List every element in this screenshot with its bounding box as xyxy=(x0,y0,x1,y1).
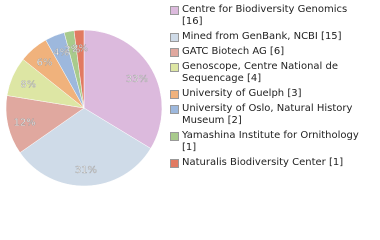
legend-item: Yamashina Institute for Ornithology [1] xyxy=(168,130,368,154)
legend-swatch xyxy=(170,48,179,57)
legend-item: Mined from GenBank, NCBI [15] xyxy=(168,31,368,43)
legend-swatch xyxy=(170,132,179,141)
legend-swatch xyxy=(170,33,179,42)
slice-label: 8% xyxy=(20,79,36,90)
slice-label: 2% xyxy=(72,43,88,54)
legend-label: Yamashina Institute for Ornithology [1] xyxy=(182,130,359,153)
pie-slice xyxy=(83,29,163,149)
pie-slice xyxy=(19,107,152,187)
legend-item: Centre for Biodiversity Genomics [16] xyxy=(168,4,368,28)
slice-label: 31% xyxy=(75,165,97,176)
slice-label: 6% xyxy=(37,58,53,69)
slice-label: 12% xyxy=(14,118,36,129)
legend-label: University of Oslo, Natural History Muse… xyxy=(182,103,353,126)
legend-item: University of Guelph [3] xyxy=(168,88,368,100)
legend-item: University of Oslo, Natural History Muse… xyxy=(168,103,368,127)
legend-item: GATC Biotech AG [6] xyxy=(168,46,368,58)
legend-item: Genoscope, Centre National de Sequencage… xyxy=(168,61,368,85)
legend-label: GATC Biotech AG [6] xyxy=(182,46,285,57)
slice-label: 33% xyxy=(126,74,148,85)
slice-label: 2% xyxy=(64,44,80,55)
legend-swatch xyxy=(170,63,179,72)
legend-swatch xyxy=(170,6,179,15)
legend-swatch xyxy=(170,90,179,99)
pie: 33% 31% 12% 8%6%4%2%2% xyxy=(5,29,163,187)
pie-slice xyxy=(5,95,85,153)
legend-swatch xyxy=(170,159,179,168)
legend-label: University of Guelph [3] xyxy=(182,88,302,99)
slice-label: 4% xyxy=(53,48,69,59)
legend-swatch xyxy=(170,105,179,114)
legend-label: Naturalis Biodiversity Center [1] xyxy=(182,157,344,168)
legend: Centre for Biodiversity Genomics [16] Min… xyxy=(168,4,368,172)
pie-slice xyxy=(73,29,85,109)
legend-item: Naturalis Biodiversity Center [1] xyxy=(168,157,368,169)
legend-label: Centre for Biodiversity Genomics [16] xyxy=(182,4,348,27)
legend-label: Genoscope, Centre National de Sequencage… xyxy=(182,61,339,84)
legend-label: Mined from GenBank, NCBI [15] xyxy=(182,31,342,42)
